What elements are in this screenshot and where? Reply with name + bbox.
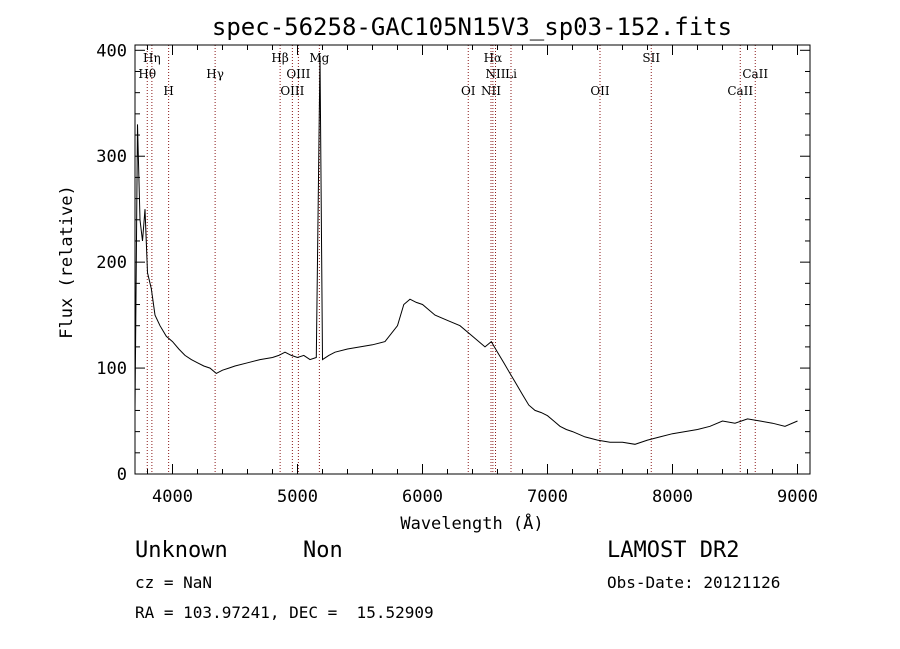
y-tick-label: 300 (96, 147, 127, 167)
x-axis-label: Wavelength (Å) (400, 512, 543, 534)
spectral-line-label: Li (505, 67, 517, 81)
spectral-line-label: Hθ (138, 67, 156, 81)
observation-date: Obs-Date: 20121126 (607, 573, 781, 592)
spectral-line-label: CaII (742, 67, 768, 81)
y-tick-label: 400 (96, 41, 127, 61)
spectral-line-label: Hη (143, 51, 161, 65)
spectral-line-label: NII (486, 67, 506, 81)
spectral-line-label: OIII (286, 67, 310, 81)
x-tick-label: 6000 (402, 487, 443, 507)
spectral-line-label: NII (481, 84, 501, 98)
spectral-line-label: Hβ (271, 51, 288, 65)
plot-frame (134, 44, 811, 475)
object-subclass: Non (303, 538, 343, 563)
spectral-line-label: OIII (280, 84, 304, 98)
y-tick-label: 100 (96, 359, 127, 379)
coordinates: RA = 103.97241, DEC = 15.52909 (135, 603, 434, 622)
spectral-line-label: Hα (484, 51, 503, 65)
x-tick-label: 9000 (777, 487, 818, 507)
spectral-line-label: Hγ (206, 67, 224, 81)
x-tick-label: 5000 (277, 487, 318, 507)
x-axis: 4000 5000 6000 7000 8000 9000 (147, 45, 818, 507)
spectral-line-label: OI (461, 84, 476, 98)
spectral-line-label: CaII (727, 84, 753, 98)
chart-title: spec-56258-GAC105N15V3_sp03-152.fits (212, 13, 732, 41)
spectral-line-label: OII (590, 84, 610, 98)
y-tick-label: 200 (96, 253, 127, 273)
spectral-line-label: H (163, 84, 173, 98)
survey-name: LAMOST DR2 (607, 538, 740, 563)
y-tick-label: 0 (117, 465, 127, 485)
x-tick-label: 4000 (152, 487, 193, 507)
spectrum-line (134, 55, 798, 445)
redshift-value: cz = NaN (135, 573, 213, 592)
x-tick-label: 7000 (527, 487, 568, 507)
object-class: Unknown (135, 538, 228, 563)
y-axis: 0 100 200 300 400 (96, 41, 810, 485)
y-axis-label: Flux (relative) (57, 185, 77, 339)
spectral-line-label: SII (642, 51, 660, 65)
x-tick-label: 8000 (652, 487, 693, 507)
